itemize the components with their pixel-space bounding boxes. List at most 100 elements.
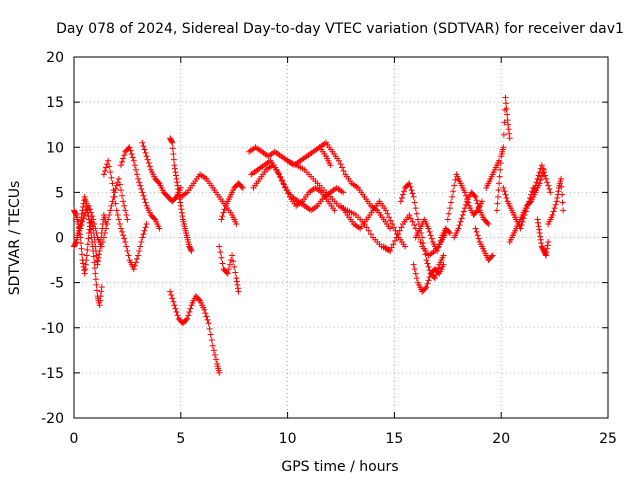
data-point [501, 119, 508, 126]
data-point [423, 284, 430, 291]
data-point [448, 199, 455, 206]
series-arc-05 [117, 144, 163, 232]
series-arc-19 [397, 180, 447, 282]
data-point [544, 245, 551, 252]
data-point [173, 175, 180, 182]
data-point [188, 248, 195, 255]
data-point [120, 232, 127, 239]
series-arc-09 [177, 171, 240, 227]
data-point [89, 213, 96, 220]
data-point [497, 160, 504, 167]
data-point [168, 138, 175, 145]
data-point [473, 228, 480, 235]
data-point [85, 235, 92, 242]
data-point [461, 189, 468, 196]
y-axis: -20 -15 -10 -5 0 5 10 15 20 [41, 50, 608, 427]
data-point [500, 184, 507, 191]
data-point [183, 316, 190, 323]
data-point [390, 241, 397, 248]
data-point [391, 237, 398, 244]
data-point [127, 147, 134, 154]
y-tick-label: 0 [55, 231, 64, 247]
data-point [398, 195, 405, 202]
data-point [144, 156, 151, 163]
data-point [387, 248, 394, 255]
data-point [530, 189, 537, 196]
data-point [171, 162, 178, 169]
data-point [425, 225, 432, 232]
data-point [276, 171, 283, 178]
series-arc-07 [167, 135, 195, 255]
data-point [234, 285, 241, 292]
data-point [121, 152, 128, 159]
data-point [417, 239, 424, 246]
data-point [169, 295, 176, 302]
data-point [207, 331, 214, 338]
data-point [178, 209, 185, 216]
data-point [440, 261, 447, 268]
data-point [474, 232, 481, 239]
data-point [219, 260, 226, 267]
data-point [544, 242, 551, 249]
data-point [535, 223, 542, 230]
data-point [426, 273, 433, 280]
data-point [560, 207, 567, 214]
data-point [98, 288, 105, 295]
data-point [87, 206, 94, 213]
data-point [83, 252, 90, 259]
data-point [277, 174, 284, 181]
data-point [131, 162, 138, 169]
data-point [108, 174, 115, 181]
series-arc-06 [139, 139, 184, 205]
series-arc-24 [472, 225, 496, 264]
data-point [554, 195, 561, 202]
data-point [437, 237, 444, 244]
data-point [204, 316, 211, 323]
data-point [545, 182, 552, 189]
data-point [206, 325, 213, 332]
data-point [217, 249, 224, 256]
data-point [88, 209, 95, 216]
data-point [205, 320, 212, 327]
data-point [155, 179, 162, 186]
data-point [130, 266, 137, 273]
data-point [552, 201, 559, 208]
series-arc-17 [338, 198, 409, 250]
data-point [406, 211, 413, 218]
data-point [124, 216, 131, 223]
data-point [501, 188, 508, 195]
data-point [187, 305, 194, 312]
data-point [533, 179, 540, 186]
data-point [203, 313, 210, 320]
data-point [234, 281, 241, 288]
data-point [132, 166, 139, 173]
data-point [179, 213, 186, 220]
data-point [406, 180, 413, 187]
data-point [534, 175, 541, 182]
data-point [478, 198, 485, 205]
data-point [384, 210, 391, 217]
data-point [103, 225, 110, 232]
data-point [187, 246, 194, 253]
data-point [412, 270, 419, 277]
data-point [135, 252, 142, 259]
data-point [489, 252, 496, 259]
series-arc-31 [545, 175, 567, 227]
data-point [174, 182, 181, 189]
data-point [121, 202, 128, 209]
data-point [398, 224, 405, 231]
data-point [223, 269, 230, 276]
data-point [471, 192, 478, 199]
data-point [107, 207, 114, 214]
data-point [424, 260, 431, 267]
data-point [540, 169, 547, 176]
series-arc-23 [451, 189, 492, 241]
data-point [220, 209, 227, 216]
data-point [123, 243, 130, 250]
data-point [411, 222, 418, 229]
data-point [98, 243, 105, 250]
data-point [87, 226, 94, 233]
data-point [365, 227, 372, 234]
data-point [78, 245, 85, 252]
data-point [174, 179, 181, 186]
